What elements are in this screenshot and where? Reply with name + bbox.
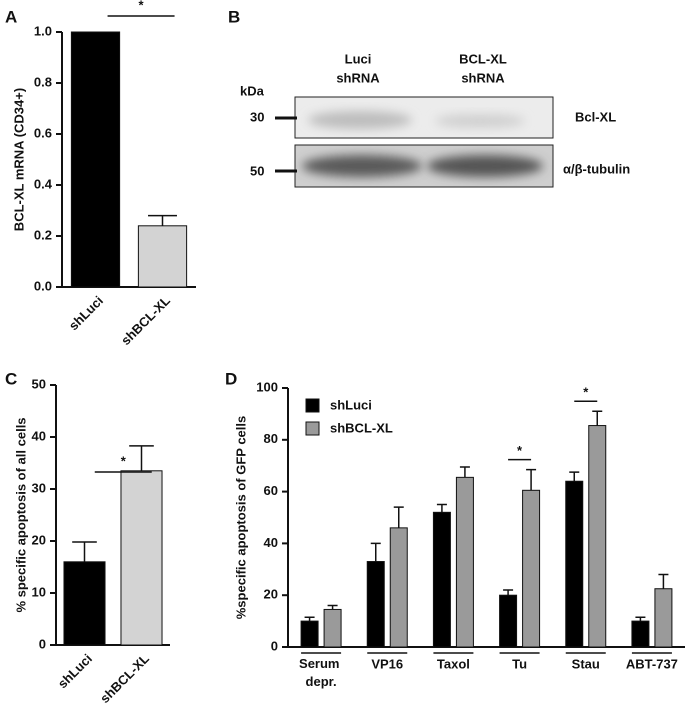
bar: [63, 561, 106, 646]
marker-label: 50: [250, 163, 264, 178]
bar: [565, 480, 584, 648]
y-tick-label: 20: [32, 532, 46, 547]
legend-label: shLuci: [330, 397, 372, 412]
x-tick-label: shBCL-XL: [97, 651, 152, 706]
error-bar: [436, 503, 447, 513]
bar: [300, 620, 319, 648]
unit-label: kDa: [240, 83, 265, 98]
band-label: α/β-tubulin: [563, 161, 630, 176]
error-bar: [592, 410, 603, 426]
panel-label: C: [5, 369, 17, 388]
error-bar: [526, 468, 537, 491]
bar: [366, 561, 385, 648]
error-bar: [569, 471, 580, 482]
bar: [120, 470, 163, 646]
y-tick-label: 100: [256, 379, 278, 394]
lane-label: Luci: [345, 51, 372, 66]
y-axis-label: %specific apoptosis of GFP cells: [233, 416, 248, 620]
bar: [588, 425, 607, 648]
y-tick-label: 20: [264, 587, 278, 602]
blot-band: [308, 111, 412, 129]
y-tick-label: 80: [264, 431, 278, 446]
blot-band: [435, 114, 525, 128]
legend-label: shBCL-XL: [330, 420, 393, 435]
error-bar: [129, 445, 154, 471]
bar: [389, 527, 408, 648]
y-tick-label: 0: [39, 636, 46, 651]
x-tick-label: Tu: [512, 656, 527, 671]
error-bar: [393, 506, 404, 528]
y-tick-label: 50: [32, 376, 46, 391]
bar: [432, 511, 451, 648]
error-bar: [327, 604, 338, 610]
error-bar: [370, 542, 381, 562]
y-tick-label: 10: [32, 584, 46, 599]
x-tick-label: shLuci: [66, 293, 106, 333]
panel-label: D: [225, 369, 237, 388]
y-tick-label: 0.4: [34, 176, 53, 191]
error-bar: [503, 589, 514, 596]
y-axis-label: % specific apoptosis of all cells: [13, 417, 28, 612]
x-tick-label: ABT-737: [626, 656, 678, 671]
x-tick-label: VP16: [371, 656, 403, 671]
y-tick-label: 0.6: [34, 125, 52, 140]
significance-label: *: [121, 453, 127, 468]
significance-label: *: [583, 385, 589, 400]
error-bar: [304, 616, 315, 622]
y-tick-label: 40: [264, 535, 278, 550]
bar: [137, 225, 188, 288]
marker-label: 30: [250, 109, 264, 124]
legend-swatch: [305, 421, 320, 436]
legend-swatch: [305, 398, 320, 413]
y-tick-label: 1.0: [34, 23, 52, 38]
error-bar: [658, 573, 669, 589]
significance-label: *: [139, 0, 145, 12]
bar: [323, 608, 342, 648]
error-bar: [148, 214, 177, 226]
blot-band: [427, 155, 543, 177]
x-tick-label: Taxol: [437, 656, 470, 671]
x-tick-label: Serum depr.: [299, 656, 343, 689]
panel-label: A: [5, 7, 17, 26]
lane-label: shRNA: [336, 70, 380, 85]
bar: [455, 476, 474, 648]
y-tick-label: 30: [32, 480, 46, 495]
y-tick-label: 60: [264, 483, 278, 498]
lane-label: BCL-XL: [459, 51, 507, 66]
bar: [654, 588, 673, 648]
bar: [522, 489, 541, 648]
x-tick-label: shLuci: [55, 651, 95, 691]
blot-panel: B Luci shRNA BCL-XL shRNA kDa 30 50 Bcl-…: [228, 7, 630, 188]
band-label: Bcl-XL: [575, 109, 616, 124]
y-tick-label: 0: [271, 638, 278, 653]
bar: [499, 594, 518, 648]
x-tick-label: shBCL-XL: [118, 293, 173, 348]
y-tick-label: 0.0: [34, 278, 52, 293]
y-tick-label: 0.2: [34, 227, 52, 242]
error-bar: [635, 616, 646, 622]
bar: [631, 620, 650, 648]
y-axis-label: BCL-XL mRNA (CD34+): [11, 88, 26, 231]
bar: [70, 31, 121, 288]
y-tick-label: 40: [32, 428, 46, 443]
x-tick-label: Stau: [572, 656, 600, 671]
error-bar: [72, 541, 97, 562]
y-tick-label: 0.8: [34, 74, 52, 89]
error-bar: [459, 466, 470, 478]
blot-band: [302, 155, 422, 177]
panel-label: B: [228, 7, 240, 26]
significance-label: *: [517, 443, 523, 458]
lane-label: shRNA: [461, 70, 505, 85]
